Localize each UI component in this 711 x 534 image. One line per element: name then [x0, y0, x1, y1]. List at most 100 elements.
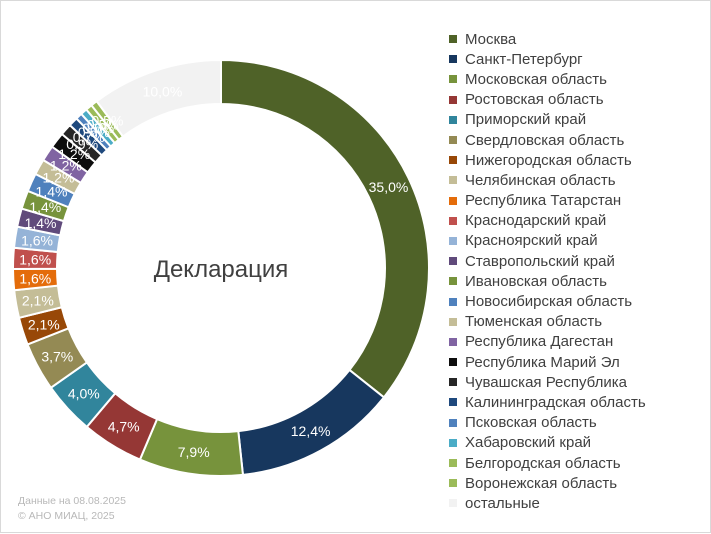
slice-label-2: 7,9% [178, 444, 210, 460]
legend-item: Краснодарский край [449, 211, 646, 231]
legend-label: Псковская область [465, 414, 597, 432]
legend-item: Приморский край [449, 110, 646, 130]
legend-label: Республика Дагестан [465, 333, 614, 351]
legend-swatch [449, 418, 457, 427]
legend-swatch [449, 95, 457, 104]
legend-label: Красноярский край [465, 232, 598, 250]
legend-swatch [449, 75, 457, 84]
legend-swatch [449, 216, 457, 225]
legend-item: Нижегородская область [449, 150, 646, 170]
legend-item: остальные [449, 493, 646, 513]
slice-label-13: 1,4% [36, 183, 68, 199]
legend-item: Ростовская область [449, 90, 646, 110]
legend-swatch [449, 317, 457, 326]
legend-swatch [449, 337, 457, 346]
legend-item: Москва [449, 29, 646, 49]
slice-label-14: 1,2% [42, 170, 74, 186]
legend-swatch [449, 398, 457, 407]
legend-label: Республика Татарстан [465, 192, 622, 210]
legend-swatch [449, 156, 457, 165]
slice-label-22: 0,5% [92, 113, 124, 129]
data-date: Данные на 08.08.2025 [18, 495, 126, 507]
legend-label: Ставропольский край [465, 252, 615, 270]
center-label: Декларация [154, 256, 289, 283]
slice-label-17: 0,9% [66, 136, 98, 152]
legend-label: Чувашская Республика [465, 373, 627, 391]
copyright: © АНО МИАЦ, 2025 [18, 510, 115, 522]
legend-item: Чувашская Республика [449, 372, 646, 392]
legend-item: Республика Татарстан [449, 191, 646, 211]
footer: Данные на 08.08.2025 © АНО МИАЦ, 2025 [18, 494, 126, 524]
legend-item: Хабаровский край [449, 433, 646, 453]
legend-label: Ростовская область [465, 91, 604, 109]
legend-label: Хабаровский край [465, 434, 592, 452]
legend-swatch [449, 136, 457, 145]
slice-0 [220, 58, 430, 399]
legend-item: Свердловская область [449, 130, 646, 150]
legend-label: Белгородская область [465, 454, 621, 472]
legend-item: Республика Марий Эл [449, 352, 646, 372]
slice-label-5: 3,7% [41, 348, 73, 364]
legend-label: Московская область [465, 70, 607, 88]
legend-swatch [449, 277, 457, 286]
legend-item: Калининградская область [449, 392, 646, 412]
legend-swatch [449, 176, 457, 185]
legend-swatch [449, 55, 457, 64]
slice-label-1: 12,4% [291, 423, 331, 439]
slice-label-19: 0,5% [78, 124, 110, 140]
slice-23 [95, 58, 222, 138]
slice-label-20: 0,5% [82, 120, 114, 136]
labels-group: 35,0% 12,4% 7,9% 4,7% 4,0% 3,7% 2,1% 2,1% 1,6% 1,… [19, 83, 408, 460]
legend-label: Тюменская область [465, 313, 603, 331]
legend-label: Свердловская область [465, 131, 625, 149]
slice-label-7: 2,1% [22, 292, 54, 308]
slice-label-6: 2,1% [28, 317, 60, 333]
legend-swatch [449, 499, 457, 508]
slice-label-4: 4,0% [68, 386, 100, 402]
legend-swatch [449, 35, 457, 44]
legend-label: Нижегородская область [465, 151, 632, 169]
legend-label: Воронежская область [465, 474, 618, 492]
slice-label-21: 0,5% [87, 116, 119, 132]
slice-label-0: 35,0% [369, 179, 409, 195]
legend-label: Ивановская область [465, 272, 607, 290]
legend-swatch [449, 297, 457, 306]
legend-swatch [449, 459, 457, 468]
slice-label-10: 1,6% [21, 232, 53, 248]
legend-swatch [449, 438, 457, 447]
legend-label: Новосибирская область [465, 293, 633, 311]
legend-swatch [449, 115, 457, 124]
legend-item: Воронежская область [449, 473, 646, 493]
legend-label: остальные [465, 494, 540, 512]
slice-label-16: 1,2% [58, 146, 90, 162]
legend-label: Республика Марий Эл [465, 353, 620, 371]
legend-item: Псковская область [449, 413, 646, 433]
slice-label-15: 1,2% [50, 157, 82, 173]
slice-label-23: 10,0% [143, 83, 183, 99]
legend-label: Краснодарский край [465, 212, 607, 230]
legend-swatch [449, 196, 457, 205]
legend-label: Калининградская область [465, 393, 646, 411]
legend-item: Санкт-Петербург [449, 49, 646, 69]
legend-item: Московская область [449, 69, 646, 89]
legend-swatch [449, 378, 457, 387]
legend-label: Москва [465, 30, 517, 48]
legend-item: Тюменская область [449, 312, 646, 332]
legend-item: Белгородская область [449, 453, 646, 473]
legend-label: Челябинская область [465, 171, 616, 189]
legend-swatch [449, 236, 457, 245]
legend: Москва Санкт-Петербург Московская область Р… [449, 29, 646, 514]
legend-label: Санкт-Петербург [465, 50, 583, 68]
legend-swatch [449, 257, 457, 266]
slice-label-9: 1,6% [19, 251, 51, 267]
legend-item: Ставропольский край [449, 251, 646, 271]
legend-label: Приморский край [465, 111, 587, 129]
legend-item: Красноярский край [449, 231, 646, 251]
legend-item: Ивановская область [449, 271, 646, 291]
slice-label-3: 4,7% [108, 418, 140, 434]
slice-label-18: 0,7% [73, 129, 105, 145]
legend-swatch [449, 358, 457, 367]
legend-item: Челябинская область [449, 170, 646, 190]
